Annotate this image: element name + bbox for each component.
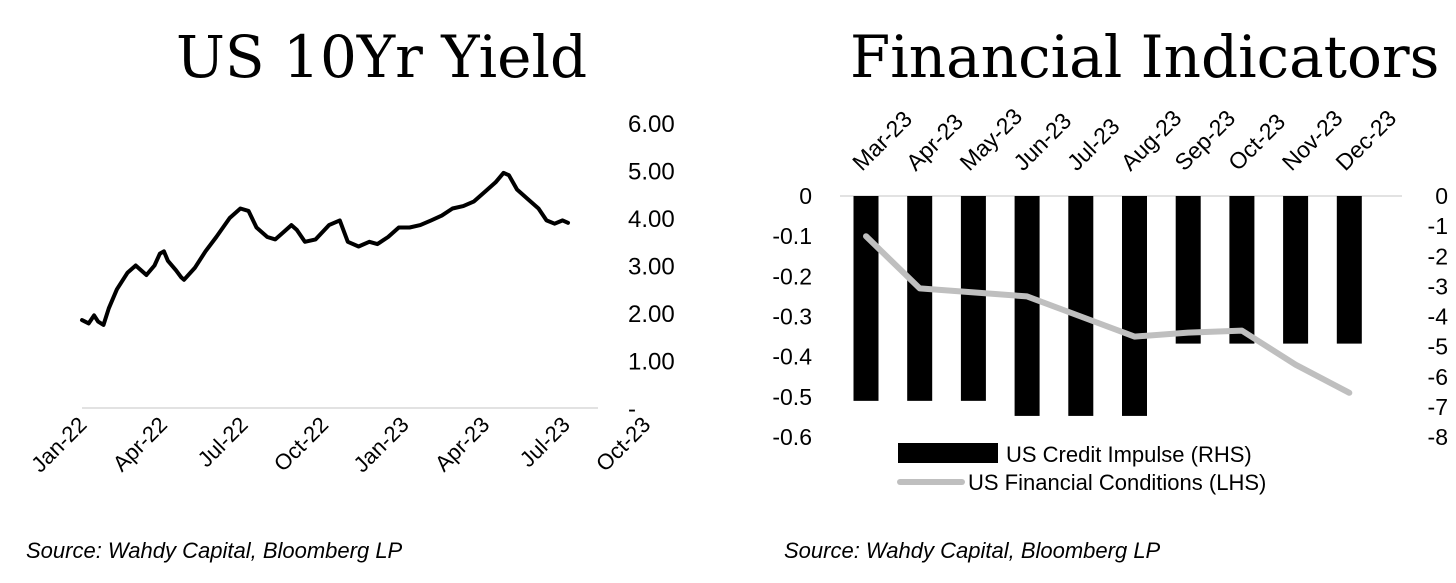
financial-indicators-panel: Financial Indicators Mar-23 Apr-23 May-23 J…: [740, 0, 1456, 583]
financial-right-tick-label: -8: [1428, 424, 1448, 450]
yield-chart-title: US 10Yr Yield: [176, 23, 588, 91]
financial-indicators-source: Source: Wahdy Capital, Bloomberg LP: [784, 538, 1161, 563]
credit-impulse-bar: [1122, 196, 1147, 416]
yield-x-tick-label: Apr-23: [430, 412, 494, 476]
financial-right-tick-label: -6: [1428, 364, 1448, 390]
yield-x-tick-label: Jan-22: [26, 412, 91, 477]
yield-y-tick-label: 5.00: [628, 159, 675, 186]
financial-left-tick-label: -0.4: [772, 344, 812, 370]
financial-right-tick-label: -4: [1428, 304, 1449, 330]
yield-y-tick-label: 4.00: [628, 206, 675, 233]
yield-x-tick-label: Apr-22: [108, 412, 172, 476]
financial-left-tick-label: -0.5: [772, 384, 812, 410]
yield-chart: - 1.00 2.00 3.00 4.00 5.00 6.00 Jan-22 Apr-22 Ju…: [26, 111, 675, 477]
yield-chart-panel: US 10Yr Yield - 1.00 2.00 3.00 4.00 5.00 6.00 …: [26, 23, 675, 563]
financial-left-tick-label: -0.2: [772, 263, 812, 289]
financial-x-tick-label: Dec-23: [1330, 105, 1401, 176]
legend-label-credit-impulse: US Credit Impulse (RHS): [1006, 442, 1252, 467]
financial-right-tick-label: -5: [1428, 334, 1448, 360]
yield-x-tick-label: Oct-22: [269, 412, 333, 476]
legend-swatch-credit-impulse: [898, 443, 998, 463]
yield-y-tick-label: 3.00: [628, 254, 675, 281]
credit-impulse-bar: [907, 196, 933, 401]
financial-right-tick-label: -2: [1428, 243, 1448, 269]
financial-left-tick-label: -0.3: [772, 304, 812, 330]
financial-right-tick-label: 0: [1435, 183, 1448, 209]
financial-left-tick-label: 0: [799, 183, 812, 209]
yield-x-tick-label: Jan-23: [348, 412, 413, 477]
yield-chart-source: Source: Wahdy Capital, Bloomberg LP: [26, 538, 403, 563]
financial-right-tick-label: -3: [1428, 273, 1448, 299]
credit-impulse-bar: [1014, 196, 1040, 416]
credit-impulse-bar: [1283, 196, 1309, 344]
credit-impulse-bar: [1175, 196, 1201, 344]
credit-impulse-bar: [853, 196, 879, 401]
yield-series-line: [80, 170, 570, 327]
credit-impulse-bar: [1336, 196, 1362, 344]
financial-left-tick-label: -0.6: [772, 424, 812, 450]
financial-indicators-chart: Mar-23Apr-23May-23Jun-23Jul-23Aug-23Sep-…: [772, 103, 1449, 495]
financial-indicators-title: Financial Indicators: [850, 23, 1440, 91]
yield-y-tick-label: 2.00: [628, 301, 675, 328]
financial-right-tick-label: -1: [1428, 213, 1448, 239]
credit-impulse-bar: [960, 196, 986, 401]
financial-left-tick-label: -0.1: [772, 223, 812, 249]
yield-y-tick-label: -: [628, 396, 636, 423]
yield-x-tick-label: Jul-23: [515, 412, 575, 472]
legend-label-financial-conditions: US Financial Conditions (LHS): [968, 470, 1266, 495]
financial-conditions-line: [863, 233, 1353, 396]
financial-x-tick-label: Mar-23: [847, 106, 917, 176]
yield-x-tick-label: Oct-23: [591, 412, 655, 476]
yield-y-tick-label: 1.00: [628, 349, 675, 376]
credit-impulse-bar: [1229, 196, 1255, 344]
yield-y-tick-label: 6.00: [628, 111, 675, 138]
yield-x-tick-label: Jul-22: [193, 412, 253, 472]
financial-legend: US Credit Impulse (RHS) US Financial Con…: [897, 442, 1266, 495]
financial-right-tick-label: -7: [1428, 394, 1448, 420]
credit-impulse-bar: [1068, 196, 1094, 416]
